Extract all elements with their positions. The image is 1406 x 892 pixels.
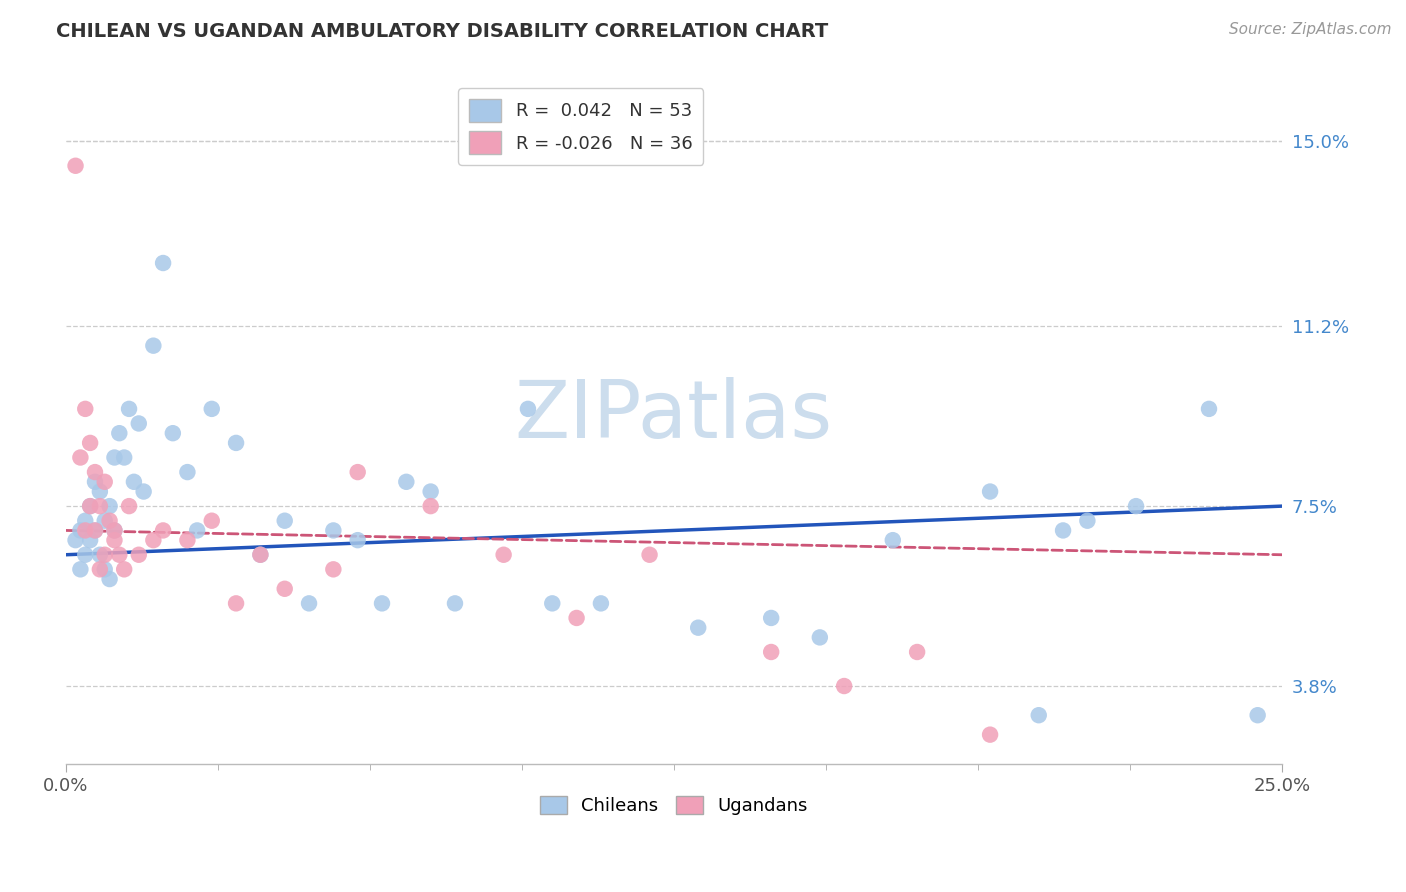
Point bbox=[118, 499, 141, 513]
Point bbox=[346, 533, 368, 548]
Point bbox=[108, 426, 131, 441]
Point bbox=[882, 533, 904, 548]
Point bbox=[122, 475, 145, 489]
Point bbox=[1246, 708, 1268, 723]
Text: CHILEAN VS UGANDAN AMBULATORY DISABILITY CORRELATION CHART: CHILEAN VS UGANDAN AMBULATORY DISABILITY… bbox=[56, 22, 828, 41]
Point bbox=[98, 514, 121, 528]
Text: ZIPatlas: ZIPatlas bbox=[515, 377, 832, 455]
Point bbox=[298, 596, 321, 610]
Point bbox=[112, 562, 135, 576]
Point bbox=[142, 533, 165, 548]
Point bbox=[1125, 499, 1147, 513]
Point bbox=[589, 596, 612, 610]
Point bbox=[516, 401, 538, 416]
Point bbox=[759, 645, 782, 659]
Point bbox=[93, 548, 115, 562]
Point bbox=[152, 524, 174, 538]
Point bbox=[75, 401, 97, 416]
Point bbox=[152, 256, 174, 270]
Point bbox=[89, 548, 111, 562]
Point bbox=[832, 679, 855, 693]
Point bbox=[808, 631, 831, 645]
Point bbox=[79, 499, 101, 513]
Point bbox=[492, 548, 515, 562]
Point bbox=[89, 499, 111, 513]
Legend: Chileans, Ugandans: Chileans, Ugandans bbox=[530, 787, 817, 824]
Point bbox=[128, 417, 150, 431]
Point bbox=[249, 548, 271, 562]
Point bbox=[112, 450, 135, 465]
Point bbox=[225, 436, 247, 450]
Point bbox=[118, 401, 141, 416]
Point bbox=[688, 621, 710, 635]
Point bbox=[98, 499, 121, 513]
Point bbox=[979, 484, 1001, 499]
Point bbox=[103, 524, 125, 538]
Point bbox=[89, 484, 111, 499]
Point bbox=[186, 524, 208, 538]
Point bbox=[65, 533, 87, 548]
Point bbox=[541, 596, 564, 610]
Point bbox=[1076, 514, 1098, 528]
Point bbox=[201, 514, 224, 528]
Point bbox=[1198, 401, 1220, 416]
Point bbox=[75, 524, 97, 538]
Point bbox=[176, 465, 198, 479]
Point bbox=[103, 533, 125, 548]
Point bbox=[444, 596, 467, 610]
Point bbox=[98, 572, 121, 586]
Point bbox=[132, 484, 155, 499]
Point bbox=[322, 524, 344, 538]
Point bbox=[93, 514, 115, 528]
Point bbox=[419, 499, 441, 513]
Point bbox=[75, 548, 97, 562]
Point bbox=[69, 524, 91, 538]
Point bbox=[69, 562, 91, 576]
Point bbox=[69, 450, 91, 465]
Point bbox=[176, 533, 198, 548]
Point bbox=[84, 475, 107, 489]
Point bbox=[759, 611, 782, 625]
Point bbox=[1028, 708, 1050, 723]
Point bbox=[84, 524, 107, 538]
Point bbox=[274, 582, 297, 596]
Point bbox=[162, 426, 184, 441]
Point bbox=[371, 596, 394, 610]
Point bbox=[79, 499, 101, 513]
Point bbox=[395, 475, 418, 489]
Point bbox=[103, 524, 125, 538]
Point bbox=[565, 611, 588, 625]
Point bbox=[79, 436, 101, 450]
Text: Source: ZipAtlas.com: Source: ZipAtlas.com bbox=[1229, 22, 1392, 37]
Point bbox=[84, 465, 107, 479]
Point bbox=[103, 450, 125, 465]
Point bbox=[142, 339, 165, 353]
Point bbox=[1052, 524, 1074, 538]
Point bbox=[75, 514, 97, 528]
Point bbox=[65, 159, 87, 173]
Point bbox=[89, 562, 111, 576]
Point bbox=[905, 645, 928, 659]
Point bbox=[201, 401, 224, 416]
Point bbox=[93, 475, 115, 489]
Point bbox=[108, 548, 131, 562]
Point bbox=[225, 596, 247, 610]
Point bbox=[249, 548, 271, 562]
Point bbox=[79, 533, 101, 548]
Point bbox=[346, 465, 368, 479]
Point bbox=[128, 548, 150, 562]
Point bbox=[419, 484, 441, 499]
Point bbox=[979, 728, 1001, 742]
Point bbox=[322, 562, 344, 576]
Point bbox=[638, 548, 661, 562]
Point bbox=[274, 514, 297, 528]
Point bbox=[93, 562, 115, 576]
Point bbox=[84, 524, 107, 538]
